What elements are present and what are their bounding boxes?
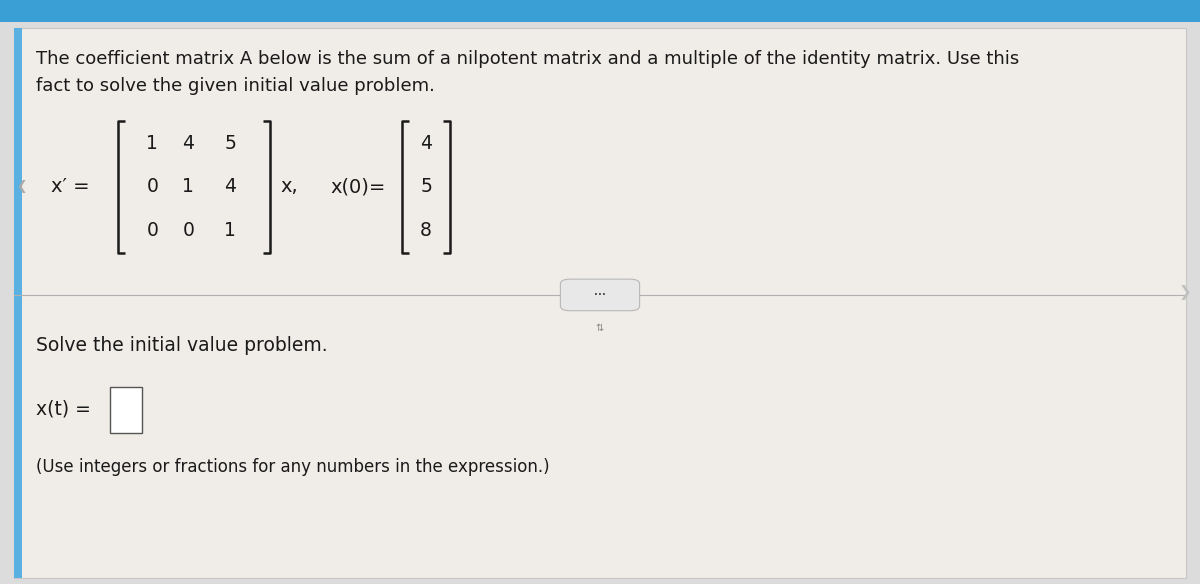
Text: Solve the initial value problem.: Solve the initial value problem. bbox=[36, 336, 328, 355]
Text: 1: 1 bbox=[182, 178, 194, 196]
Text: 4: 4 bbox=[182, 134, 194, 152]
Text: 1: 1 bbox=[146, 134, 158, 152]
FancyBboxPatch shape bbox=[560, 279, 640, 311]
Text: 4: 4 bbox=[420, 134, 432, 152]
Text: ⇅: ⇅ bbox=[596, 323, 604, 333]
Text: The coefficient matrix A below is the sum of a nilpotent matrix and a multiple o: The coefficient matrix A below is the su… bbox=[36, 50, 1019, 68]
Text: x,: x, bbox=[281, 178, 299, 196]
FancyBboxPatch shape bbox=[14, 28, 1186, 578]
Text: 4: 4 bbox=[224, 178, 236, 196]
FancyBboxPatch shape bbox=[14, 28, 22, 578]
Text: x(0)=: x(0)= bbox=[330, 178, 385, 196]
Text: 5: 5 bbox=[420, 178, 432, 196]
Text: 0: 0 bbox=[146, 178, 158, 196]
Text: (Use integers or fractions for any numbers in the expression.): (Use integers or fractions for any numbe… bbox=[36, 458, 550, 477]
Text: 5: 5 bbox=[224, 134, 236, 152]
Text: 1: 1 bbox=[224, 221, 236, 240]
Text: x′ =: x′ = bbox=[52, 178, 90, 196]
FancyBboxPatch shape bbox=[110, 387, 142, 433]
Text: ❮: ❮ bbox=[17, 180, 26, 193]
Text: 0: 0 bbox=[146, 221, 158, 240]
Text: ❯: ❯ bbox=[1178, 284, 1192, 300]
Text: fact to solve the given initial value problem.: fact to solve the given initial value pr… bbox=[36, 77, 434, 95]
Text: 0: 0 bbox=[182, 221, 194, 240]
Text: 8: 8 bbox=[420, 221, 432, 240]
Text: ···: ··· bbox=[594, 290, 606, 300]
FancyBboxPatch shape bbox=[0, 0, 1200, 22]
Text: x(t) =: x(t) = bbox=[36, 399, 91, 418]
